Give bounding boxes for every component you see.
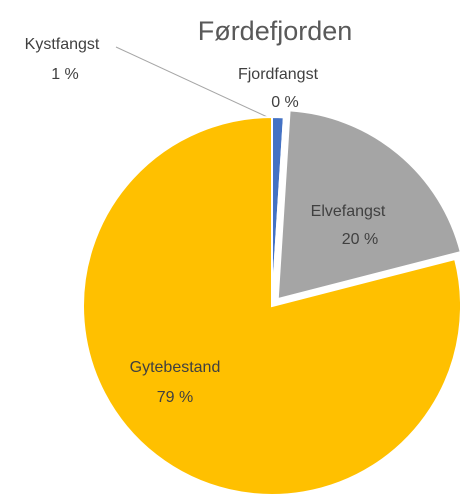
value-label: 79 %: [157, 389, 193, 406]
value-label: 0 %: [271, 94, 299, 111]
value-label: 20 %: [342, 231, 378, 248]
slice-label: Elvefangst: [311, 203, 386, 220]
slice-label: Kystfangst: [25, 36, 100, 53]
value-label: 1 %: [51, 66, 79, 83]
slice-label: Fjordfangst: [238, 66, 319, 83]
pie-slice: [276, 109, 460, 301]
slice-label: Gytebestand: [130, 359, 221, 376]
chart-title: Førdefjorden: [198, 16, 353, 46]
pie-slice: [82, 115, 460, 496]
pie-slice: [271, 117, 285, 307]
leader-line: [115, 46, 277, 122]
